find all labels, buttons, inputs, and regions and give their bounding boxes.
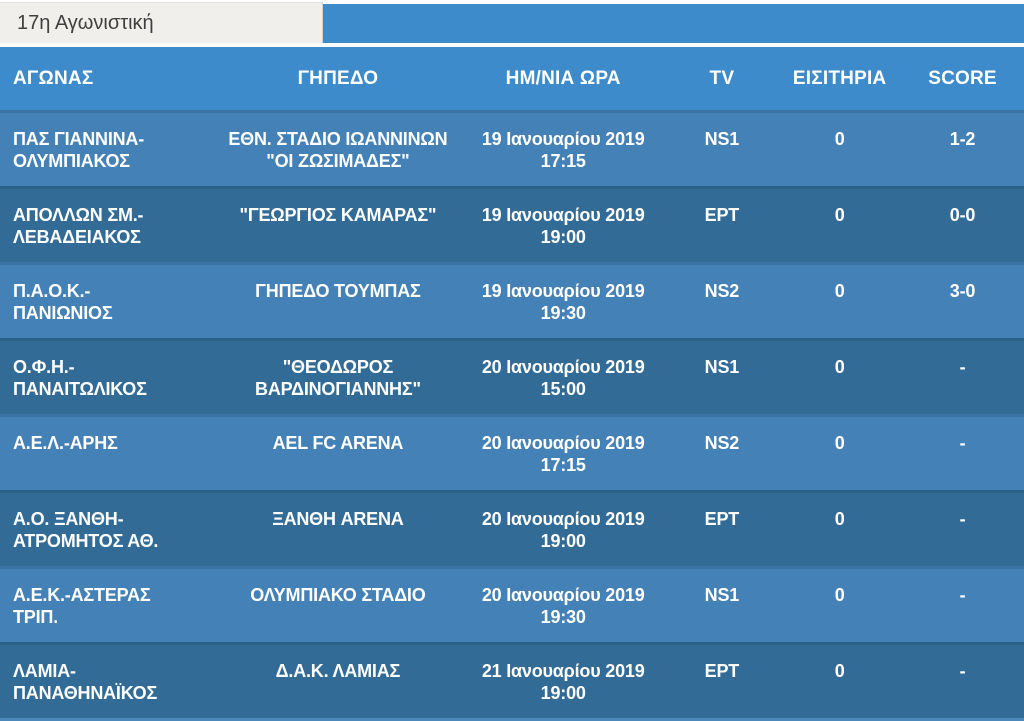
match-datetime: 20 Ιανουαρίου 2019 15:00 — [481, 357, 645, 399]
table-row: Α.Ε.Κ.-ΑΣΤΕΡΑΣ ΤΡΙΠ. ΟΛΥΜΠΙΑΚΟ ΣΤΑΔΙΟ 20… — [0, 566, 1024, 642]
tv-channel: NS1 — [704, 585, 740, 605]
tickets-count: 0 — [834, 585, 845, 605]
stadium-name: ΞΑΝΘΗ ARENA — [272, 509, 404, 529]
match-datetime: 20 Ιανουαρίου 2019 19:30 — [481, 585, 645, 627]
header-match: ΑΓΩΝΑΣ — [13, 67, 94, 89]
match-name: ΛΑΜΙΑ- ΠΑΝΑΘΗΝΑΪΚΟΣ — [13, 661, 158, 703]
match-score: - — [959, 661, 966, 681]
table-row: ΑΠΟΛΛΩΝ ΣΜ.- ΛΕΒΑΔΕΙΑΚΟΣ "ΓΕΩΡΓΙΟΣ ΚΑΜΑΡ… — [0, 186, 1024, 262]
header-stadium: ΓΗΠΕΔΟ — [297, 67, 379, 89]
match-datetime: 20 Ιανουαρίου 2019 17:15 — [481, 433, 645, 475]
table-row: Π.Α.Ο.Κ.- ΠΑΝΙΩΝΙΟΣ ΓΗΠΕΔΟ ΤΟΥΜΠΑΣ 19 Ια… — [0, 262, 1024, 338]
match-datetime: 19 Ιανουαρίου 2019 19:30 — [481, 281, 645, 323]
stadium-name: Δ.Α.Κ. ΛΑΜΙΑΣ — [275, 661, 401, 681]
header-tv: TV — [709, 67, 735, 89]
tab-label: 17η Αγωνιστική — [17, 11, 154, 34]
match-name: ΑΠΟΛΛΩΝ ΣΜ.- ΛΕΒΑΔΕΙΑΚΟΣ — [13, 205, 144, 247]
tv-channel: ΕΡΤ — [704, 661, 740, 681]
table-row: Α.Ο. ΞΑΝΘΗ- ΑΤΡΟΜΗΤΟΣ ΑΘ. ΞΑΝΘΗ ARENA 20… — [0, 490, 1024, 566]
match-score: 3-0 — [949, 281, 976, 301]
stadium-name: ΟΛΥΜΠΙΑΚΟ ΣΤΑΔΙΟ — [250, 585, 426, 605]
match-score: - — [959, 509, 966, 529]
match-name: Ο.Φ.Η.- ΠΑΝΑΙΤΩΛΙΚΟΣ — [13, 357, 147, 399]
match-name: Α.Ε.Λ.-ΑΡΗΣ — [13, 433, 118, 453]
tv-channel: NS1 — [704, 357, 740, 377]
tickets-count: 0 — [834, 281, 845, 301]
match-score: - — [959, 357, 966, 377]
stadium-name: ΓΗΠΕΔΟ ΤΟΥΜΠΑΣ — [255, 281, 421, 301]
match-datetime: 19 Ιανουαρίου 2019 17:15 — [481, 129, 645, 171]
table-row: ΛΑΜΙΑ- ΠΑΝΑΘΗΝΑΪΚΟΣ Δ.Α.Κ. ΛΑΜΙΑΣ 21 Ιαν… — [0, 642, 1024, 718]
match-score: - — [959, 433, 966, 453]
tickets-count: 0 — [834, 661, 845, 681]
header-tickets: ΕΙΣΙΤΗΡΙΑ — [792, 67, 887, 89]
stadium-name: ΕΘΝ. ΣΤΑΔΙΟ ΙΩΑΝΝΙΝΩΝ "ΟΙ ΖΩΣΙΜΑΔΕΣ" — [228, 129, 448, 171]
fixtures-table-body: ΠΑΣ ΓΙΑΝΝΙΝΑ- ΟΛΥΜΠΙΑΚΟΣ ΕΘΝ. ΣΤΑΔΙΟ ΙΩΑ… — [0, 110, 1024, 718]
match-score: - — [959, 585, 966, 605]
table-footer-strip — [0, 718, 1024, 721]
tv-channel: ΕΡΤ — [704, 205, 740, 225]
match-datetime: 20 Ιανουαρίου 2019 19:00 — [481, 509, 645, 551]
header-datetime: ΗΜ/ΝΙΑ ΩΡΑ — [505, 67, 621, 89]
header-score: SCORE — [928, 67, 997, 89]
table-header-row: ΑΓΩΝΑΣ ΓΗΠΕΔΟ ΗΜ/ΝΙΑ ΩΡΑ TV ΕΙΣΙΤΗΡΙΑ SC… — [0, 47, 1024, 110]
tab-bar: 17η Αγωνιστική — [0, 0, 1024, 43]
match-datetime: 21 Ιανουαρίου 2019 19:00 — [481, 661, 645, 703]
tickets-count: 0 — [834, 433, 845, 453]
stadium-name: "ΘΕΟΔΩΡΟΣ ΒΑΡΔΙΝΟΓΙΑΝΝΗΣ" — [255, 357, 421, 399]
tickets-count: 0 — [834, 357, 845, 377]
match-name: Α.Ο. ΞΑΝΘΗ- ΑΤΡΟΜΗΤΟΣ ΑΘ. — [13, 509, 159, 551]
separator-line — [0, 43, 1024, 47]
tickets-count: 0 — [834, 509, 845, 529]
match-name: Α.Ε.Κ.-ΑΣΤΕΡΑΣ ΤΡΙΠ. — [13, 585, 151, 627]
tickets-count: 0 — [834, 129, 845, 149]
stadium-name: AEL FC ARENA — [272, 433, 404, 453]
tv-channel: NS2 — [704, 281, 740, 301]
tab-matchday-17[interactable]: 17η Αγωνιστική — [0, 2, 323, 43]
match-score: 0-0 — [949, 205, 976, 225]
table-row: Α.Ε.Λ.-ΑΡΗΣ AEL FC ARENA 20 Ιανουαρίου 2… — [0, 414, 1024, 490]
tickets-count: 0 — [834, 205, 845, 225]
match-score: 1-2 — [949, 129, 976, 149]
tv-channel: NS1 — [704, 129, 740, 149]
tv-channel: NS2 — [704, 433, 740, 453]
tv-channel: ΕΡΤ — [704, 509, 740, 529]
match-name: ΠΑΣ ΓΙΑΝΝΙΝΑ- ΟΛΥΜΠΙΑΚΟΣ — [13, 129, 145, 171]
match-name: Π.Α.Ο.Κ.- ΠΑΝΙΩΝΙΟΣ — [13, 281, 113, 323]
table-row: Ο.Φ.Η.- ΠΑΝΑΙΤΩΛΙΚΟΣ "ΘΕΟΔΩΡΟΣ ΒΑΡΔΙΝΟΓΙ… — [0, 338, 1024, 414]
table-row: ΠΑΣ ΓΙΑΝΝΙΝΑ- ΟΛΥΜΠΙΑΚΟΣ ΕΘΝ. ΣΤΑΔΙΟ ΙΩΑ… — [0, 110, 1024, 186]
stadium-name: "ΓΕΩΡΓΙΟΣ ΚΑΜΑΡΑΣ" — [239, 205, 437, 225]
match-datetime: 19 Ιανουαρίου 2019 19:00 — [481, 205, 645, 247]
